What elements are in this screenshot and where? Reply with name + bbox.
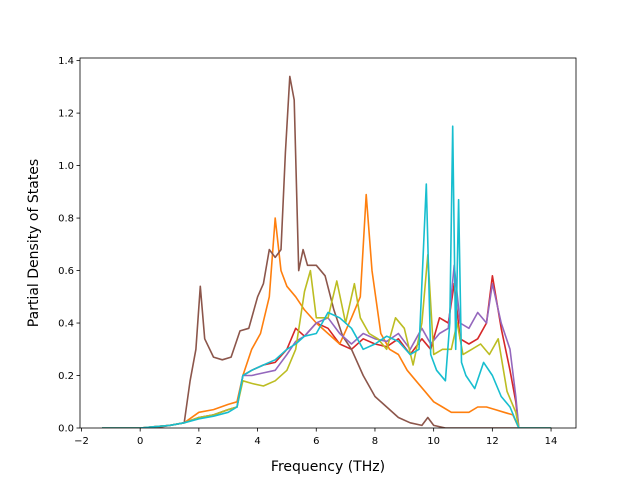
x-tick-label: 8 [372, 436, 378, 447]
x-axis-label: Frequency (THz) [271, 459, 385, 475]
x-tick-label: 10 [427, 436, 440, 447]
x-tick-label: 12 [486, 436, 499, 447]
y-tick-label: 1.2 [58, 109, 74, 120]
series-line-1 [102, 274, 552, 428]
plot-frame [79, 57, 577, 429]
series-line-3 [102, 75, 552, 428]
y-axis-label: Partial Density of States [26, 159, 42, 327]
x-tick-label: −2 [74, 436, 89, 447]
y-axis-ticks: 0.0 0.2 0.4 0.6 0.8 1.0 1.2 1.4 [58, 56, 80, 435]
series-line-2 [102, 193, 552, 428]
y-tick-label: 0.2 [58, 371, 74, 382]
x-tick-label: 14 [545, 436, 558, 447]
y-tick-label: 0.0 [58, 424, 74, 435]
x-tick-label: 2 [196, 436, 202, 447]
y-tick-label: 0.4 [58, 319, 74, 330]
y-tick-label: 1.0 [58, 161, 74, 172]
y-tick-label: 0.8 [58, 214, 74, 225]
x-tick-label: 0 [137, 436, 143, 447]
y-tick-label: 1.4 [58, 56, 74, 67]
x-axis-ticks: −2 0 2 4 6 8 10 12 14 [74, 428, 557, 447]
plot-area [79, 57, 577, 429]
x-tick-label: 4 [254, 436, 260, 447]
series-line-6 [102, 125, 552, 428]
series-line-5 [102, 254, 552, 428]
y-tick-label: 0.6 [58, 266, 74, 277]
x-tick-label: 6 [313, 436, 319, 447]
